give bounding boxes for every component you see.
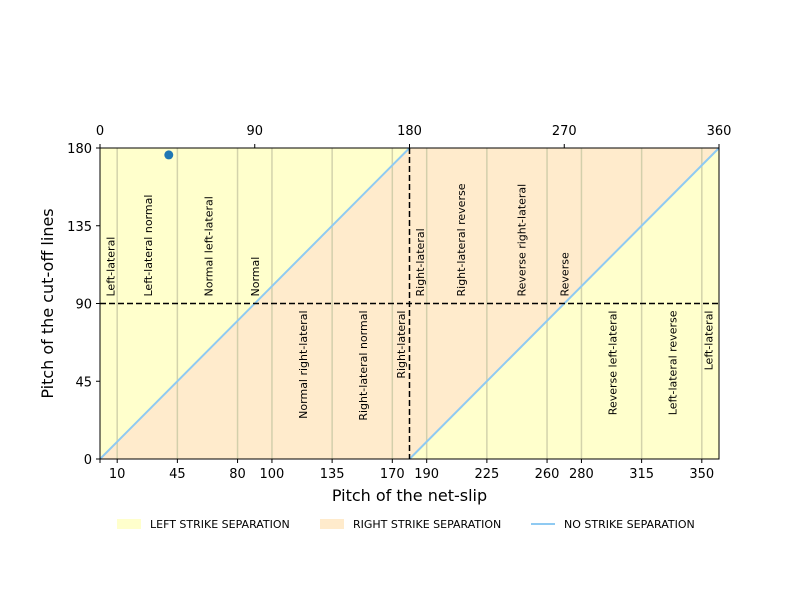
- legend-label-0: LEFT STRIKE SEPARATION: [150, 518, 290, 531]
- annotation-label: Left-lateral reverse: [667, 310, 680, 415]
- bottom-tick-label: 10: [109, 467, 126, 482]
- y-tick-label: 45: [75, 375, 92, 390]
- bottom-tick-label: 45: [169, 467, 186, 482]
- legend-label-1: RIGHT STRIKE SEPARATION: [353, 518, 501, 531]
- bottom-tick-label: 80: [229, 467, 246, 482]
- data-point-0: [164, 150, 174, 160]
- annotation-label: Right-lateral: [395, 311, 408, 379]
- y-tick-label: 90: [75, 298, 92, 313]
- left-axis: 0 45 90 135 180: [67, 142, 100, 468]
- bottom-tick-label: 190: [414, 467, 439, 482]
- top-axis: 0 90 180 270 360: [96, 124, 732, 148]
- top-tick-label: 0: [96, 124, 104, 139]
- bottom-tick-label: 260: [535, 467, 560, 482]
- bottom-tick-label: 280: [569, 467, 594, 482]
- vertical-gridlines: [116, 148, 703, 459]
- annotation-label: Normal left-lateral: [202, 196, 215, 296]
- annotation-label: Left-lateral: [703, 311, 716, 371]
- bottom-tick-label: 225: [474, 467, 499, 482]
- bottom-tick-label: 350: [689, 467, 714, 482]
- top-tick-label: 180: [397, 124, 422, 139]
- data-points: [164, 150, 174, 160]
- legend-swatch-1: [320, 519, 344, 529]
- reference-lines: [100, 148, 719, 459]
- region-annotations: Left-lateral Left-lateral normal Normal le…: [104, 183, 715, 420]
- legend: LEFT STRIKE SEPARATION RIGHT STRIKE SEPAR…: [117, 518, 695, 531]
- bottom-tick-label: 315: [629, 467, 654, 482]
- annotation-label: Reverse: [558, 252, 571, 296]
- annotation-label: Reverse right-lateral: [515, 184, 528, 297]
- legend-label-2: NO STRIKE SEPARATION: [564, 518, 695, 531]
- y-tick-label: 0: [84, 453, 92, 468]
- legend-swatch-0: [117, 519, 141, 529]
- annotation-label: Normal right-lateral: [297, 311, 310, 419]
- bottom-axis: 10 45 80 100 135 170 190 225 260 280 315 350: [99, 459, 714, 482]
- bottom-tick-label: 170: [380, 467, 405, 482]
- top-tick-label: 90: [246, 124, 263, 139]
- annotation-label: Reverse left-lateral: [606, 311, 619, 416]
- annotation-label: Left-lateral: [104, 237, 117, 297]
- y-tick-label: 180: [67, 142, 92, 157]
- x-axis-label: Pitch of the net-slip: [332, 486, 487, 505]
- annotation-label: Right-lateral reverse: [455, 183, 468, 296]
- annotation-label: Normal: [249, 257, 262, 297]
- bottom-tick-label: 100: [260, 467, 285, 482]
- annotation-label: Right-lateral: [414, 228, 427, 296]
- y-axis-label: Pitch of the cut-off lines: [38, 208, 57, 398]
- annotation-label: Right-lateral normal: [357, 311, 370, 421]
- top-tick-label: 270: [552, 124, 577, 139]
- top-tick-label: 360: [707, 124, 732, 139]
- bottom-tick-label: 135: [320, 467, 345, 482]
- y-tick-label: 135: [67, 220, 92, 235]
- annotation-label: Left-lateral normal: [142, 195, 155, 297]
